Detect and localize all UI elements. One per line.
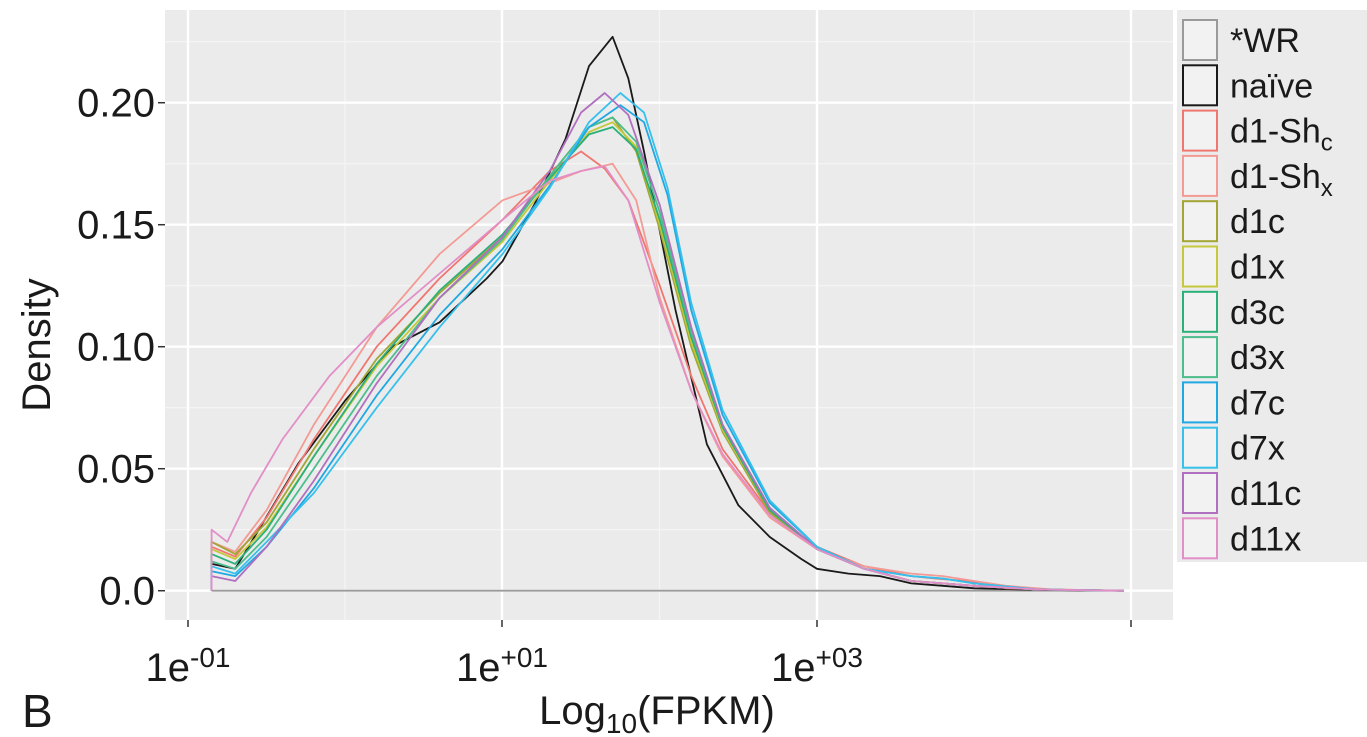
legend-label: d3x [1230, 339, 1285, 377]
legend-label: d11x [1230, 520, 1301, 558]
legend-item: d1x [1182, 245, 1285, 288]
y-tick-label: 0.20 [77, 82, 155, 126]
legend-key [1182, 109, 1218, 152]
legend-key [1182, 336, 1218, 379]
legend-item: d1-Shc [1182, 109, 1333, 157]
panel-label: B [22, 685, 53, 737]
x-axis-title: Log10(FPKM) [539, 689, 775, 737]
x-tick-label: 1e-01 [146, 642, 231, 690]
series-line-d1-shx [210, 162, 1124, 592]
legend-item: d11x [1182, 517, 1301, 560]
y-axis: 0.0 0.05 0.10 0.15 0.20 [77, 82, 165, 614]
legend-key [1182, 426, 1218, 469]
legend-key [1182, 19, 1218, 61]
legend-item: d7c [1182, 381, 1285, 424]
x-axis-title-tail: (FPKM) [637, 689, 775, 733]
series-line-naive [210, 35, 1124, 592]
density-curves [210, 35, 1124, 592]
x-axis: 1e-01 1e+01 1e+03 [146, 620, 1132, 690]
x-tick-label: 1e+01 [456, 642, 548, 690]
series-line-d11x [210, 165, 1124, 592]
y-tick-label: 0.15 [77, 204, 155, 248]
x-axis-title-base: Log [539, 689, 606, 733]
x-tick-label: 1e+03 [771, 642, 863, 690]
legend-label: naïve [1230, 67, 1313, 105]
legend-key [1182, 154, 1218, 197]
series-line-d7x [210, 92, 1124, 592]
y-tick-label: 0.10 [77, 326, 155, 370]
legend-key [1182, 200, 1218, 243]
legend-item: d11c [1182, 472, 1301, 514]
legend-key [1182, 472, 1218, 514]
legend-key [1182, 64, 1218, 107]
legend-item: d1c [1182, 200, 1285, 243]
legend-item: *WR [1182, 19, 1300, 61]
legend-key [1182, 517, 1218, 560]
legend-item: naïve [1182, 64, 1313, 107]
legend-item: d1-Shx [1182, 154, 1333, 202]
y-tick-label: 0.0 [99, 570, 155, 614]
grid-lines [165, 10, 1173, 620]
legend-key [1182, 245, 1218, 288]
legend-label: d11c [1230, 475, 1301, 513]
legend-label: d7c [1230, 384, 1285, 422]
legend-label: d1x [1230, 249, 1285, 287]
legend-item: d3c [1182, 290, 1285, 333]
y-tick-label: 0.05 [77, 448, 155, 492]
legend-item: d3x [1182, 336, 1285, 379]
legend-label: d1-Shc [1230, 113, 1333, 157]
legend-label: d3c [1230, 294, 1285, 332]
legend-label: *WR [1230, 22, 1300, 60]
legend-label: d1c [1230, 203, 1285, 241]
y-axis-title: Density [15, 278, 59, 411]
plot-panel [165, 10, 1173, 620]
legend-label: d1-Shx [1230, 158, 1333, 202]
legend-label: d7x [1230, 430, 1285, 468]
legend-item: d7x [1182, 426, 1285, 469]
legend-key [1182, 290, 1218, 333]
legend-key [1182, 381, 1218, 424]
x-axis-title-sub: 10 [606, 708, 637, 737]
